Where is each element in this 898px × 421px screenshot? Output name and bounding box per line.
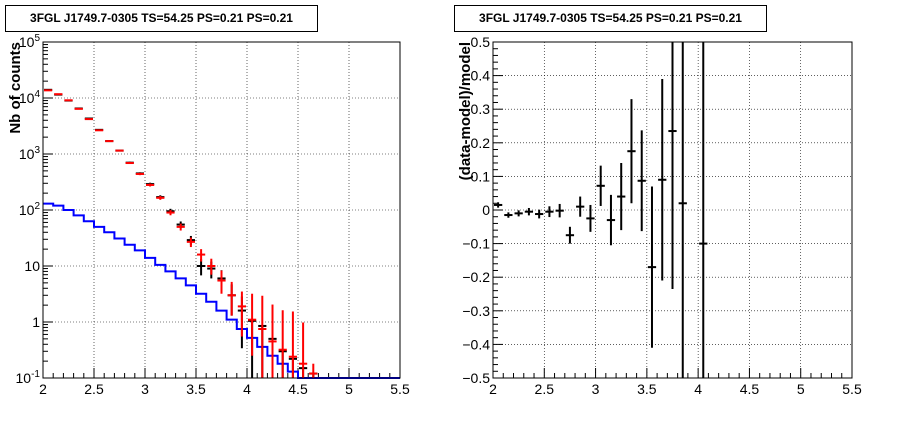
- residual-point: [678, 42, 687, 378]
- x-tick-label-left: 3.5: [186, 381, 206, 397]
- chart-title-right: 3FGL J1749.7-0305 TS=54.25 PS=0.21 PS=0.…: [454, 5, 767, 32]
- y-tick-label-left: 10-1: [16, 369, 41, 386]
- y-tick-label-right: 0: [482, 202, 490, 218]
- y-tick-label-right: −0.3: [462, 303, 490, 319]
- data-point-red: [125, 162, 134, 165]
- chart-title-left: 3FGL J1749.7-0305 TS=54.25 PS=0.21 PS=0.…: [5, 5, 318, 32]
- residual-point: [494, 202, 503, 208]
- y-tick-label-left: 10: [24, 258, 40, 274]
- data-point-red: [135, 172, 144, 176]
- data-point-red: [207, 258, 216, 275]
- residual-point: [658, 78, 667, 281]
- x-tick-label-right: 2: [489, 381, 497, 397]
- y-tick-label-right: 0.4: [471, 68, 491, 84]
- x-tick-label-right: 4.5: [740, 381, 760, 397]
- data-point-red: [166, 210, 175, 216]
- data-point-red: [156, 195, 165, 200]
- x-tick-label-left: 5: [345, 381, 353, 397]
- data-point-red: [227, 281, 236, 316]
- data-point-red: [146, 183, 155, 187]
- data-point-red: [115, 149, 124, 152]
- y-axis-label-right: (data-model)/model: [457, 42, 474, 180]
- x-tick-label-right: 3.5: [637, 381, 657, 397]
- data-point-red: [64, 99, 73, 102]
- data-point-red: [217, 270, 226, 294]
- plot-frame-left: [42, 41, 401, 379]
- residual-point: [565, 226, 575, 244]
- data-point-black: [197, 259, 206, 276]
- data-point-red: [95, 129, 104, 132]
- data-point-red: [197, 249, 206, 262]
- y-tick-label-right: −0.4: [462, 336, 490, 352]
- y-tick-label-right: 0.5: [471, 34, 491, 50]
- residual-point: [555, 203, 564, 218]
- y-tick-label-right: 0.2: [471, 135, 491, 151]
- data-point-red: [105, 140, 114, 143]
- data-point-red: [288, 311, 297, 378]
- residual-point: [576, 196, 585, 217]
- y-tick-label-right: −0.2: [462, 269, 490, 285]
- data-point-red: [186, 237, 195, 248]
- residual-point: [606, 194, 616, 246]
- residual-point: [514, 210, 523, 217]
- residual-point: [699, 42, 708, 378]
- residual-point: [647, 186, 657, 348]
- residual-point: [586, 204, 595, 232]
- residual-point: [668, 42, 677, 289]
- data-point-red: [309, 363, 318, 378]
- y-tick-label-left: 1: [32, 314, 40, 330]
- x-tick-label-right: 2.5: [535, 381, 555, 397]
- y-axis-label-left: Nb of counts: [7, 42, 24, 134]
- residual-point: [617, 162, 626, 231]
- data-point-red: [278, 310, 287, 378]
- data-point-red: [237, 291, 246, 337]
- data-point-red: [258, 295, 267, 378]
- residual-point: [545, 206, 554, 218]
- x-tick-label-right: 4: [694, 381, 702, 397]
- x-tick-label-left: 3: [141, 381, 149, 397]
- residual-point: [596, 165, 605, 206]
- x-tick-label-left: 4: [243, 381, 251, 397]
- data-point-red: [248, 293, 257, 356]
- residual-point: [504, 212, 513, 218]
- x-tick-label-left: 5.5: [390, 381, 410, 397]
- y-tick-label-right: −0.1: [462, 236, 490, 252]
- x-tick-label-right: 3: [592, 381, 600, 397]
- data-point-red: [74, 107, 83, 110]
- x-tick-label-left: 2: [39, 381, 47, 397]
- x-tick-label-right: 5: [797, 381, 805, 397]
- x-tick-label-right: 5.5: [842, 381, 862, 397]
- data-point-red: [299, 322, 308, 378]
- x-tick-label-left: 2.5: [84, 381, 104, 397]
- residual-point: [627, 99, 636, 204]
- y-tick-label-right: 0.3: [471, 101, 491, 117]
- x-tick-label-left: 4.5: [288, 381, 308, 397]
- plot-frame-right: [492, 41, 853, 379]
- residual-point: [524, 207, 534, 216]
- residual-point: [535, 209, 544, 219]
- data-point-red: [268, 304, 277, 378]
- y-tick-label-right: −0.5: [462, 370, 490, 386]
- y-tick-label-right: 0.1: [471, 168, 491, 184]
- data-point-red: [176, 223, 185, 231]
- y-tick-label-left: 103: [19, 145, 41, 162]
- residual-point: [637, 130, 646, 232]
- data-point-red: [84, 118, 93, 121]
- y-tick-label-left: 102: [19, 201, 41, 218]
